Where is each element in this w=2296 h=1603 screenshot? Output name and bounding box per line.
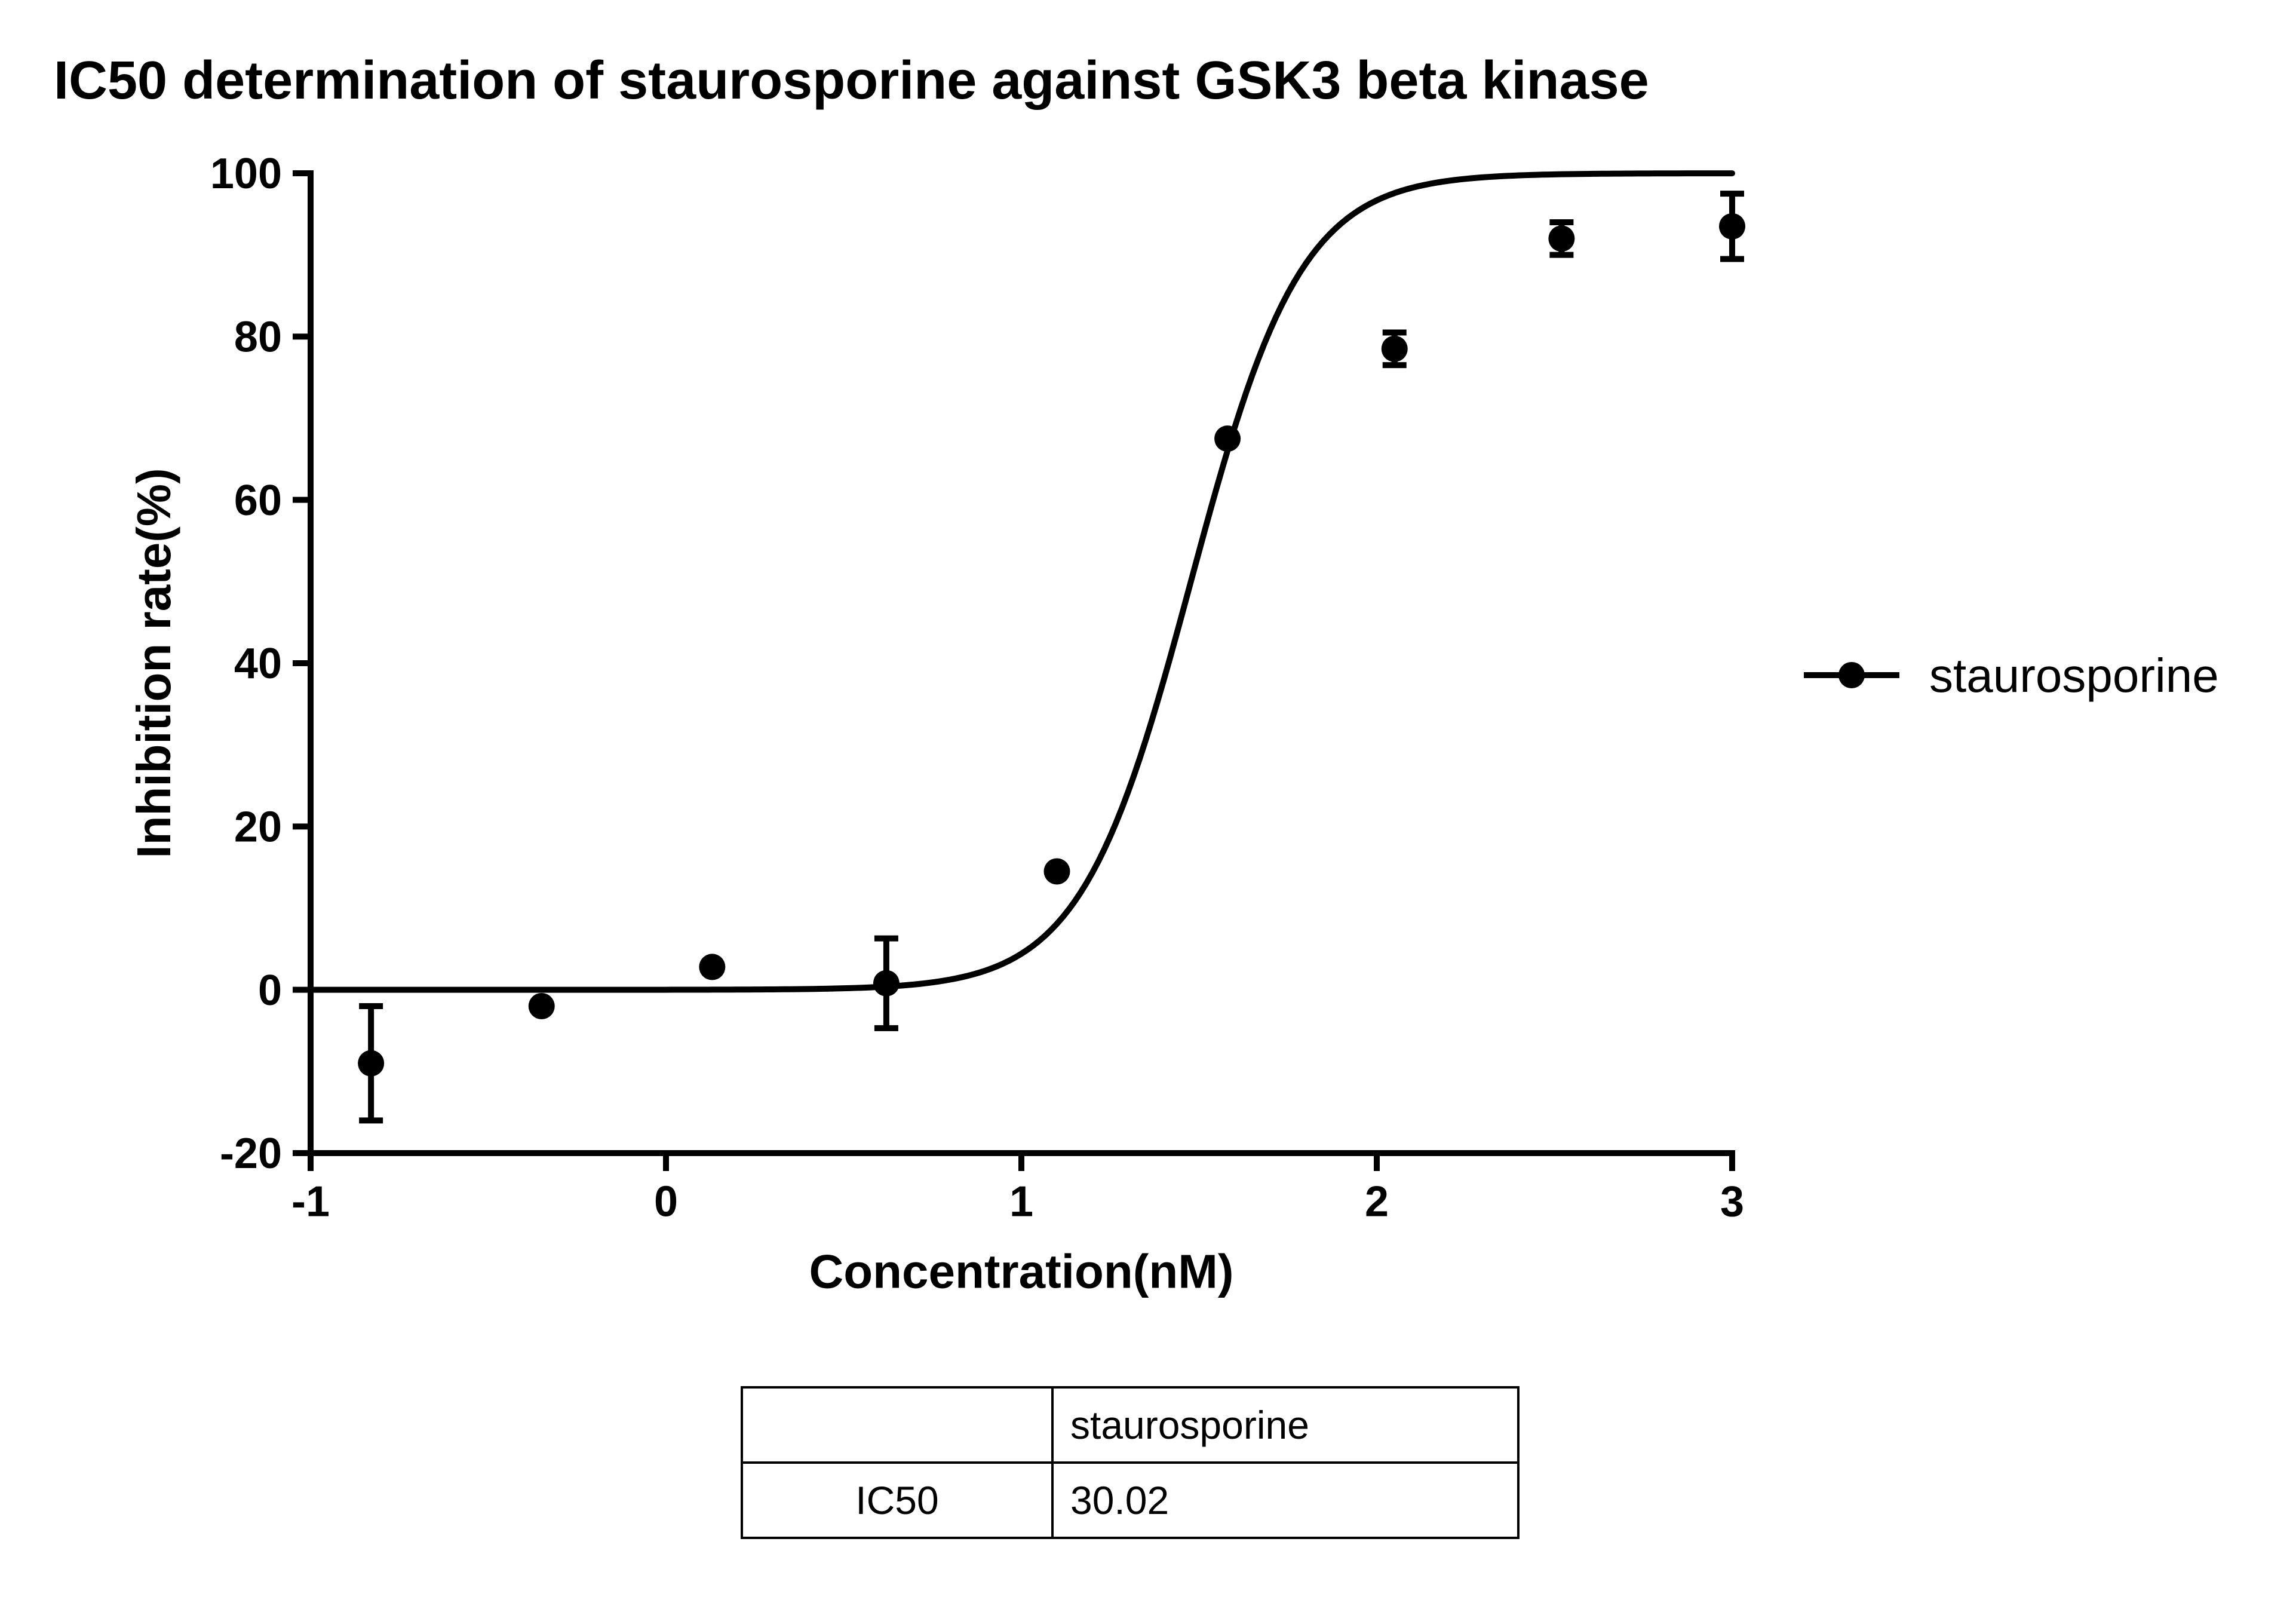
chart-title: IC50 determination of staurosporine agai… (54, 51, 1649, 111)
x-axis-label: Concentration(nM) (809, 1245, 1233, 1298)
y-tick-label: 100 (210, 150, 282, 198)
table-row: staurosporine (742, 1387, 1518, 1463)
legend-label: staurosporine (1929, 649, 2219, 702)
legend-marker (1838, 662, 1865, 688)
figure-container: IC50 determination of staurosporine agai… (0, 0, 2296, 1603)
data-point (873, 970, 900, 997)
table-header-cell (742, 1387, 1052, 1463)
x-tick-label: 1 (1009, 1178, 1033, 1226)
table-cell: 30.02 (1052, 1463, 1518, 1538)
y-tick-label: 80 (234, 314, 282, 361)
ic50-results-table: staurosporineIC5030.02 (741, 1386, 1520, 1539)
table-header-cell: staurosporine (1052, 1387, 1518, 1463)
y-tick-label: 40 (234, 640, 282, 688)
x-tick-label: 2 (1365, 1178, 1389, 1226)
data-point (1548, 225, 1574, 252)
table-cell: IC50 (742, 1463, 1052, 1538)
y-tick-label: 20 (234, 804, 282, 851)
x-tick-label: 0 (654, 1178, 678, 1226)
data-point (529, 993, 555, 1019)
y-tick-label: 60 (234, 477, 282, 525)
data-point (1044, 859, 1070, 885)
data-point (358, 1050, 384, 1077)
x-tick-label: -1 (291, 1178, 330, 1226)
data-point (1214, 425, 1241, 452)
y-tick-label: -20 (220, 1130, 282, 1178)
table-row: IC5030.02 (742, 1463, 1518, 1538)
data-point (1719, 213, 1745, 240)
data-point (1382, 336, 1408, 362)
data-point (699, 954, 725, 980)
x-tick-label: 3 (1720, 1178, 1744, 1226)
y-axis-label: Inhibition rate(%) (127, 468, 180, 858)
y-tick-label: 0 (258, 967, 282, 1014)
dose-response-chart: IC50 determination of staurosporine agai… (0, 0, 2296, 1603)
